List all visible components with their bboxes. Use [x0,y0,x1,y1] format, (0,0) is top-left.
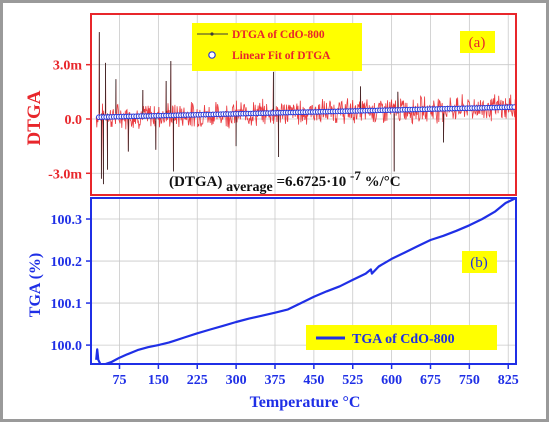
panel-a-y-tick-label: -3.0m [48,167,82,182]
panel-b-x-tick-label: 225 [187,373,208,388]
panel-b-y-tick-label: 100.2 [51,255,83,270]
panel-b-label: (b) [470,255,488,271]
tga-series-line [95,198,516,364]
panel-a-label-box [460,31,495,53]
panel-a-series [95,32,516,185]
legend-dtga-marker [210,32,214,36]
panel-b-x-tick-label: 675 [420,373,441,388]
panel-b: 100.0 100.1 100.2 100.3 75 150 225 300 375 450 52… [27,197,519,411]
panel-b-x-axis-title: Temperature °C [250,394,361,411]
panel-b-legend: TGA of CdO-800 [306,325,497,350]
panel-a-y-axis-title: DTGA [24,90,45,145]
legend-tga-label: TGA of CdO-800 [352,332,455,347]
panel-b-y-tick-label: 100.0 [51,339,83,354]
legend-dtga-label: DTGA of CdO-800 [232,29,325,41]
panel-a-y-tick-label: 0.0 [65,113,83,128]
panel-b-x-tick-label: 450 [303,373,324,388]
panel-a-y-axis: 3.0m 0.0 -3.0m [48,59,91,182]
annotation-equation: =6.6725·10 [276,174,346,190]
panel-a-label: (a) [469,35,486,51]
panel-b-x-tick-label: 75 [113,373,127,388]
panel-a-legend-box [192,23,362,71]
legend-fit-label: Linear Fit of DTGA [232,50,331,62]
annotation-unit: %/°C [365,174,401,190]
legend-fit-marker [208,51,216,59]
panel-b-series [95,198,516,364]
panel-b-y-tick-label: 100.3 [51,213,83,228]
panel-a: 3.0m 0.0 -3.0m DTGA DTGA of CdO-800 Linear… [24,13,517,196]
panel-a-frame [90,13,517,196]
panel-a-legend: DTGA of CdO-800 Linear Fit of DTGA [192,23,362,71]
panel-b-x-tick-label: 375 [264,373,285,388]
annotation-main: (DTGA) [169,174,222,190]
dtga-average-annotation: (DTGA) average =6.6725·10 -7 %/°C [169,168,401,195]
annotation-subscript: average [226,180,273,195]
panel-b-x-tick-label: 750 [459,373,480,388]
panel-b-x-tick-label: 525 [342,373,363,388]
panel-b-y-tick-label: 100.1 [51,297,83,312]
panel-b-x-tick-label: 825 [498,373,519,388]
panel-b-frame [90,197,517,365]
panel-b-y-axis: 100.0 100.1 100.2 100.3 [51,213,91,354]
panel-b-x-tick-label: 600 [381,373,402,388]
panel-b-y-axis-title: TGA (%) [27,253,44,317]
panel-b-x-axis: 75 150 225 300 375 450 525 600 675 750 825 [113,364,519,388]
panel-a-y-tick-label: 3.0m [53,59,83,74]
linear-fit-point [511,104,516,110]
panel-b-label-box [462,251,497,273]
panel-b-x-tick-label: 150 [148,373,169,388]
panel-b-x-tick-label: 300 [226,373,247,388]
annotation-superscript: -7 [350,168,361,183]
